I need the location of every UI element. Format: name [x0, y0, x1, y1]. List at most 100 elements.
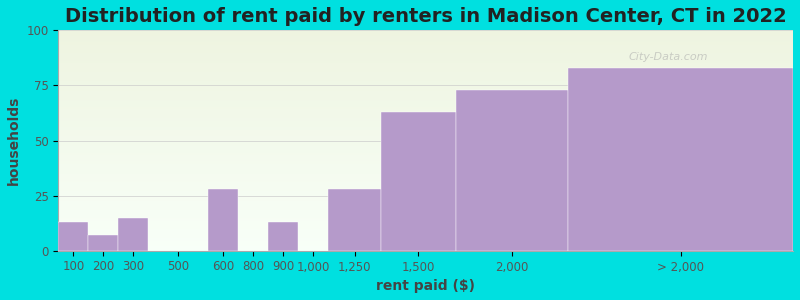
Bar: [58, 105, 793, 106]
Bar: [568, 68, 793, 251]
Bar: [58, 32, 793, 34]
Bar: [58, 101, 793, 102]
Bar: [58, 57, 793, 58]
Bar: [58, 221, 793, 222]
Bar: [58, 223, 793, 224]
Bar: [58, 98, 793, 99]
Bar: [58, 81, 793, 82]
Bar: [58, 113, 793, 114]
Bar: [58, 215, 793, 217]
Bar: [58, 34, 793, 35]
Bar: [58, 144, 793, 145]
Bar: [58, 104, 793, 105]
Bar: [58, 198, 793, 199]
Bar: [58, 83, 793, 84]
Bar: [58, 232, 793, 233]
Bar: [58, 178, 793, 179]
Bar: [58, 218, 793, 219]
Bar: [58, 74, 793, 76]
Bar: [58, 103, 793, 104]
Bar: [58, 48, 793, 49]
Bar: [58, 93, 793, 94]
Bar: [58, 143, 793, 144]
Bar: [58, 138, 793, 140]
Bar: [58, 177, 793, 178]
Bar: [58, 134, 793, 135]
Bar: [58, 45, 793, 46]
Bar: [58, 164, 793, 165]
Bar: [58, 153, 793, 154]
Bar: [58, 249, 793, 250]
Bar: [58, 166, 793, 167]
Bar: [58, 209, 793, 210]
Bar: [58, 95, 793, 96]
Bar: [58, 99, 793, 100]
Bar: [58, 154, 793, 155]
Bar: [58, 157, 793, 158]
Bar: [58, 151, 793, 152]
Bar: [58, 170, 793, 171]
Bar: [58, 76, 793, 78]
Bar: [58, 224, 793, 225]
Bar: [58, 37, 793, 38]
Bar: [58, 184, 793, 186]
Bar: [58, 140, 793, 142]
Bar: [58, 102, 793, 103]
Bar: [58, 211, 793, 212]
Bar: [58, 96, 793, 98]
Bar: [58, 109, 793, 110]
Bar: [58, 36, 793, 37]
Bar: [58, 245, 793, 246]
Bar: [58, 130, 793, 132]
Bar: [58, 248, 793, 249]
Bar: [58, 207, 793, 208]
Bar: [58, 89, 793, 90]
Bar: [58, 35, 793, 36]
Bar: [58, 56, 793, 57]
Bar: [58, 66, 793, 67]
Bar: [58, 238, 793, 239]
Bar: [58, 132, 793, 133]
Bar: [58, 146, 793, 147]
Bar: [58, 168, 793, 169]
Bar: [58, 68, 793, 69]
Bar: [268, 222, 298, 251]
Bar: [58, 41, 793, 42]
Bar: [58, 182, 793, 184]
Bar: [58, 80, 793, 81]
Bar: [58, 236, 793, 238]
Bar: [58, 46, 793, 47]
Bar: [58, 230, 793, 231]
Bar: [58, 250, 793, 251]
Bar: [58, 136, 793, 137]
Bar: [58, 118, 793, 120]
Bar: [58, 42, 793, 44]
Bar: [58, 49, 793, 50]
Bar: [208, 189, 238, 251]
Bar: [118, 218, 149, 251]
Text: City-Data.com: City-Data.com: [629, 52, 708, 62]
Bar: [58, 55, 793, 56]
Bar: [58, 128, 793, 130]
Bar: [58, 163, 793, 164]
Bar: [58, 67, 793, 68]
Bar: [58, 125, 793, 126]
Bar: [58, 203, 793, 205]
Bar: [58, 191, 793, 192]
Bar: [58, 126, 793, 127]
Bar: [58, 60, 793, 61]
Bar: [58, 88, 793, 89]
Bar: [58, 123, 793, 124]
Bar: [58, 120, 793, 121]
Bar: [58, 228, 793, 229]
Bar: [58, 219, 793, 220]
Bar: [58, 92, 793, 93]
Bar: [58, 192, 793, 194]
Bar: [58, 165, 793, 166]
Title: Distribution of rent paid by renters in Madison Center, CT in 2022: Distribution of rent paid by renters in …: [65, 7, 786, 26]
Bar: [456, 90, 568, 251]
Bar: [58, 147, 793, 148]
Bar: [58, 58, 793, 59]
Bar: [58, 213, 793, 214]
Bar: [58, 142, 793, 143]
